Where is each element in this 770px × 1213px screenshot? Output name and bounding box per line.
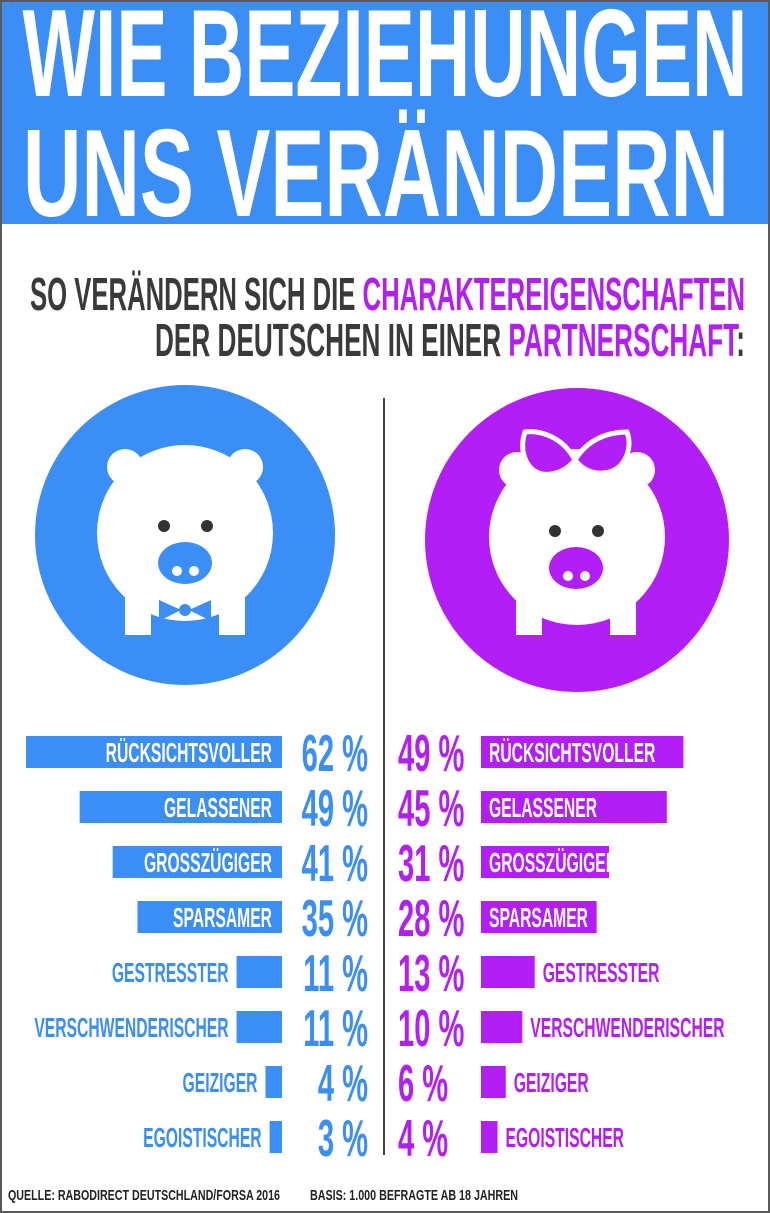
bar-left — [269, 1121, 282, 1153]
pig-with-bowtie-icon — [35, 385, 335, 685]
bar-label: VERSCHWENDERISCHER — [34, 1011, 228, 1043]
bar-label-group: RÜCKSICHTSVOLLER — [106, 736, 272, 768]
value-label: 35 % — [302, 889, 368, 947]
value-label: 49 % — [302, 779, 368, 837]
bar-label-group: SPARSAMER — [489, 901, 588, 933]
bar-left — [137, 901, 282, 933]
bar-label-group: GESTRESSTER — [543, 956, 660, 988]
bar-right — [481, 1011, 523, 1043]
value-label: 4 % — [398, 1109, 448, 1167]
title-line-1: WIE BEZIEHUNGEN — [23, 2, 748, 123]
bar-right — [481, 846, 610, 878]
bar-left — [112, 846, 282, 878]
bar-label-group: GEIZIGER — [183, 1066, 258, 1098]
value-label: 28 % — [398, 889, 464, 947]
subtitle-highlight: CHARAKTEREIGENSCHAFTEN — [363, 268, 745, 320]
bar-label: RÜCKSICHTSVOLLER — [489, 736, 655, 768]
bar-label: GELASSENER — [489, 791, 597, 823]
value-label: 41 % — [302, 834, 368, 892]
value-label: 11 % — [303, 944, 368, 1002]
bar-left — [25, 736, 282, 768]
subtitle-line-2: DER DEUTSCHEN IN EINER PARTNERSCHAFT: — [155, 314, 745, 366]
bar-right — [481, 956, 535, 988]
subtitle-plain: SO VERÄNDERN SICH DIE — [30, 268, 363, 320]
bar-label-group: GELASSENER — [164, 791, 272, 823]
value-label: 4 % — [318, 1054, 368, 1112]
value-label-group: 45 % — [398, 779, 464, 837]
bar-label: GEIZIGER — [183, 1066, 258, 1098]
value-label: 6 % — [398, 1054, 448, 1112]
value-label-group: 10 % — [398, 999, 464, 1057]
bar-label: GROSSZÜGIGER — [489, 846, 617, 878]
bar-chart: RÜCKSICHTSVOLLER 62 % GELASSENER 49 % GROSSZ… — [25, 724, 725, 1167]
subtitle-highlight: PARTNERSCHAFT — [508, 314, 739, 366]
subtitle-colon: : — [736, 314, 745, 366]
bar-label: EGOISTISCHER — [506, 1121, 624, 1153]
bar-label: GESTRESSTER — [543, 956, 660, 988]
bar-label: SPARSAMER — [489, 901, 588, 933]
value-label-group: 4 % — [318, 1054, 368, 1112]
value-label-group: 49 % — [302, 779, 368, 837]
pig-with-bow-icon — [425, 388, 729, 692]
value-label-group: 13 % — [398, 944, 464, 1002]
value-label-group: 31 % — [398, 834, 464, 892]
value-label-group: 6 % — [398, 1054, 448, 1112]
bar-right — [481, 736, 684, 768]
basis-note: BASIS: 1.000 BEFRAGTE AB 18 JAHREN — [310, 1187, 518, 1204]
bar-label-group: RÜCKSICHTSVOLLER — [489, 736, 655, 768]
bar-label-group: VERSCHWENDERISCHER — [34, 1011, 228, 1043]
header-banner — [2, 2, 768, 224]
bar-label: EGOISTISCHER — [143, 1121, 261, 1153]
bar-label: GESTRESSTER — [112, 956, 229, 988]
subtitle-line-1: SO VERÄNDERN SICH DIE CHARAKTEREIGENSCHA… — [30, 268, 745, 320]
bar-right — [481, 901, 597, 933]
bar-label: SPARSAMER — [173, 901, 272, 933]
value-label-group: 28 % — [398, 889, 464, 947]
value-label-group: 49 % — [398, 724, 464, 782]
bar-right — [481, 1121, 498, 1153]
value-label: 62 % — [302, 724, 368, 782]
bar-label: RÜCKSICHTSVOLLER — [106, 736, 272, 768]
value-label-group: 11 % — [303, 944, 368, 1002]
value-label: 49 % — [398, 724, 464, 782]
value-label-group: 11 % — [303, 999, 368, 1057]
bar-label-group: EGOISTISCHER — [143, 1121, 261, 1153]
bar-label: GELASSENER — [164, 791, 272, 823]
bar-left — [236, 956, 282, 988]
value-label-group: 4 % — [398, 1109, 448, 1167]
source-note: QUELLE: RABODIRECT DEUTSCHLAND/FORSA 201… — [8, 1187, 280, 1204]
value-label-group: 62 % — [302, 724, 368, 782]
title-line-2: UNS VERÄNDERN — [23, 105, 729, 243]
value-label-group: 41 % — [302, 834, 368, 892]
value-label: 45 % — [398, 779, 464, 837]
bar-left — [236, 1011, 282, 1043]
bar-label-group: EGOISTISCHER — [506, 1121, 624, 1153]
bar-left — [265, 1066, 282, 1098]
value-label-group: 3 % — [318, 1109, 368, 1167]
bar-label-group: GROSSZÜGIGER — [144, 846, 272, 878]
bar-left — [79, 791, 282, 823]
bar-label-group: GESTRESSTER — [112, 956, 229, 988]
value-label: 3 % — [318, 1109, 368, 1167]
value-label: 31 % — [398, 834, 464, 892]
bar-label: VERSCHWENDERISCHER — [530, 1011, 724, 1043]
value-label: 11 % — [303, 999, 368, 1057]
value-label: 10 % — [398, 999, 464, 1057]
bar-label-group: GROSSZÜGIGER — [489, 846, 617, 878]
bar-label: GEIZIGER — [514, 1066, 589, 1098]
bar-right — [481, 791, 667, 823]
value-label-group: 35 % — [302, 889, 368, 947]
bar-label-group: GEIZIGER — [514, 1066, 589, 1098]
value-label: 13 % — [398, 944, 464, 1002]
bar-label: GROSSZÜGIGER — [144, 846, 272, 878]
bar-label-group: VERSCHWENDERISCHER — [530, 1011, 724, 1043]
bar-right — [481, 1066, 506, 1098]
subtitle-plain: DER DEUTSCHEN IN EINER — [155, 314, 508, 366]
bar-label-group: GELASSENER — [489, 791, 597, 823]
bar-label-group: SPARSAMER — [173, 901, 272, 933]
